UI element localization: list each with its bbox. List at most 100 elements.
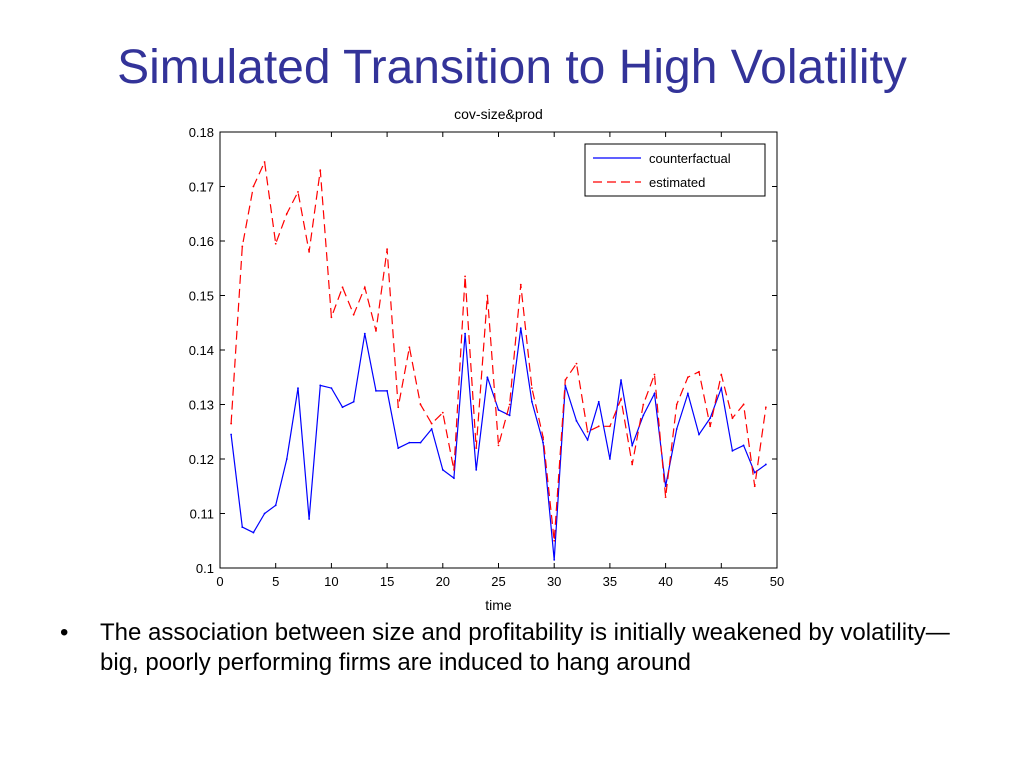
legend-label-counterfactual: counterfactual <box>649 151 731 166</box>
data-point-estimated <box>698 370 700 373</box>
plot-area <box>219 131 778 569</box>
data-point-counterfactual <box>664 485 667 488</box>
data-point-estimated <box>542 436 544 439</box>
data-point-counterfactual <box>230 433 233 436</box>
x-tick-label: 50 <box>770 574 784 589</box>
data-point-estimated <box>753 485 756 488</box>
chart-title: cov-size&prod <box>454 106 543 122</box>
data-point-counterfactual <box>731 449 734 452</box>
data-point-counterfactual <box>441 469 444 471</box>
data-point-estimated <box>575 362 578 365</box>
x-axis-label: time <box>485 597 512 613</box>
y-tick-label: 0.18 <box>189 125 214 140</box>
data-point-estimated <box>586 430 589 433</box>
data-point-estimated <box>352 313 355 316</box>
x-tick-label: 10 <box>324 574 338 589</box>
data-point-counterfactual <box>497 409 500 411</box>
data-point-estimated <box>430 422 433 425</box>
data-point-counterfactual <box>542 441 544 444</box>
data-point-estimated <box>297 191 299 193</box>
data-point-counterfactual <box>408 441 411 444</box>
y-tick-label: 0.16 <box>189 234 214 249</box>
data-point-estimated <box>285 212 288 215</box>
data-point-counterfactual <box>642 414 645 417</box>
data-point-estimated <box>464 275 466 278</box>
data-point-estimated <box>720 373 723 376</box>
data-point-estimated <box>386 248 388 251</box>
data-point-estimated <box>731 417 734 420</box>
data-point-estimated <box>441 411 444 414</box>
data-point-estimated <box>564 379 567 381</box>
data-point-estimated <box>274 242 277 245</box>
data-point-counterfactual <box>508 414 511 417</box>
data-point-estimated <box>330 316 333 319</box>
x-tick-label: 0 <box>216 574 223 589</box>
data-point-estimated <box>419 403 422 406</box>
data-point-counterfactual <box>720 387 723 390</box>
data-point-counterfactual <box>764 463 767 466</box>
data-point-estimated <box>263 161 266 163</box>
data-point-estimated <box>475 447 478 449</box>
data-point-estimated <box>230 422 233 425</box>
axis-ticks: 0 5 10 15 20 25 30 35 40 45 50 0.1 0.11 0.12 0.13 0.14 0… <box>189 125 785 589</box>
data-point-counterfactual <box>308 518 311 520</box>
legend-label-estimated: estimated <box>649 175 705 190</box>
series-group <box>230 159 767 561</box>
data-point-counterfactual <box>531 400 533 403</box>
data-point-estimated <box>397 406 400 409</box>
data-point-counterfactual <box>653 392 656 395</box>
data-point-estimated <box>531 387 533 390</box>
data-point-estimated <box>686 376 689 379</box>
data-point-counterfactual <box>620 379 622 381</box>
data-point-counterfactual <box>274 504 277 507</box>
legend-box <box>584 143 766 197</box>
y-tick-label: 0.1 <box>196 561 214 576</box>
data-point-counterfactual <box>386 389 388 392</box>
data-point-estimated <box>375 330 377 332</box>
data-point-counterfactual <box>519 327 522 330</box>
slide-title: Simulated Transition to High Volatility <box>117 41 907 94</box>
data-point-estimated <box>486 294 489 297</box>
y-tick-label: 0.12 <box>189 452 214 467</box>
x-tick-label: 40 <box>658 574 672 589</box>
x-tick-label: 20 <box>436 574 450 589</box>
data-point-counterfactual <box>553 558 556 561</box>
data-point-counterfactual <box>686 392 689 395</box>
data-point-counterfactual <box>453 477 455 479</box>
data-point-counterfactual <box>375 389 377 392</box>
y-tick-label: 0.14 <box>189 343 214 358</box>
data-point-estimated <box>497 444 500 447</box>
bullet-text: The association between size and profita… <box>100 619 950 676</box>
data-point-estimated <box>597 425 600 428</box>
data-point-counterfactual <box>631 444 634 447</box>
data-point-counterfactual <box>341 406 344 409</box>
x-tick-label: 25 <box>491 574 505 589</box>
data-point-counterfactual <box>753 471 756 474</box>
data-point-counterfactual <box>742 444 745 447</box>
line-chart: cov-size&prod 0 5 10 15 20 25 30 35 40 45 50 0.1 0.1… <box>189 106 785 613</box>
data-point-counterfactual <box>241 526 244 529</box>
data-point-estimated <box>709 425 712 428</box>
data-point-counterfactual <box>419 441 422 444</box>
data-point-counterfactual <box>464 332 466 335</box>
data-point-counterfactual <box>285 458 288 460</box>
legend: counterfactual estimated <box>584 143 766 197</box>
data-point-estimated <box>519 283 522 286</box>
y-tick-label: 0.13 <box>189 398 214 413</box>
data-point-estimated <box>764 406 767 409</box>
data-point-counterfactual <box>475 469 478 471</box>
data-point-estimated <box>642 403 645 406</box>
series-counterfactual <box>230 327 767 561</box>
data-point-estimated <box>241 245 244 248</box>
data-point-estimated <box>653 373 656 376</box>
data-point-counterfactual <box>352 400 355 403</box>
data-point-estimated <box>363 286 366 289</box>
data-point-counterfactual <box>698 433 700 436</box>
x-tick-label: 35 <box>603 574 617 589</box>
data-point-counterfactual <box>575 419 578 422</box>
data-point-estimated <box>620 398 622 400</box>
data-point-estimated <box>453 469 455 471</box>
data-point-estimated <box>742 403 745 406</box>
x-tick-label: 5 <box>272 574 279 589</box>
data-point-estimated <box>609 425 611 428</box>
